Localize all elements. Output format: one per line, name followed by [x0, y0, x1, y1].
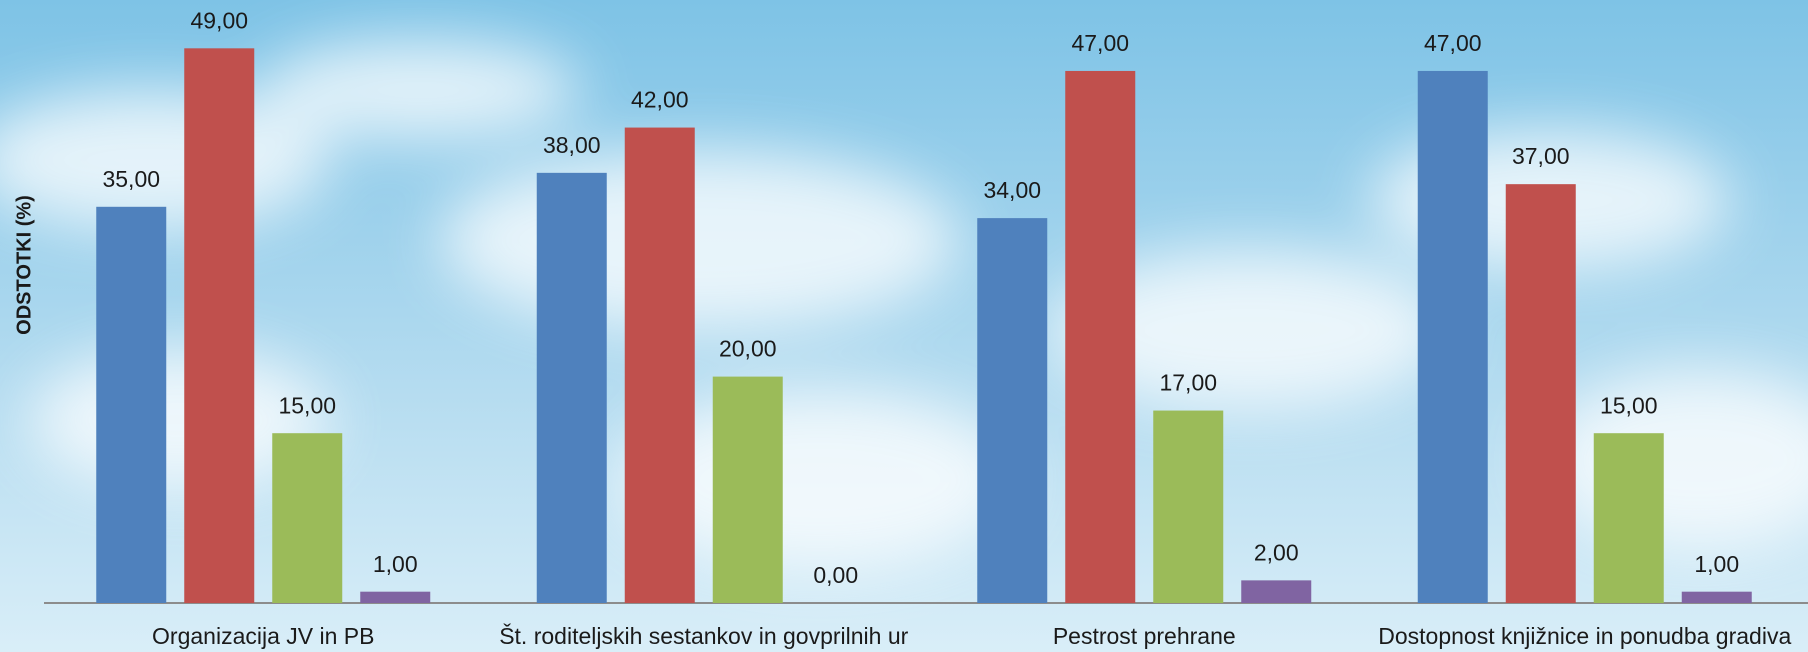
- bar: [1241, 580, 1312, 603]
- x-tick-label: Organizacija JV in PB: [152, 623, 374, 649]
- value-label: 47,00: [1071, 30, 1129, 56]
- value-label: 49,00: [190, 7, 248, 33]
- x-tick-label: Št. roditeljskih sestankov in govprilnih…: [499, 622, 908, 649]
- x-tick-label: Dostopnost knjižnice in ponudba gradiva: [1378, 623, 1791, 649]
- x-tick-label: Pestrost prehrane: [1053, 623, 1236, 649]
- value-label: 2,00: [1254, 539, 1299, 565]
- value-label: 15,00: [278, 392, 336, 418]
- value-label: 35,00: [102, 166, 160, 192]
- bar: [1505, 184, 1576, 603]
- value-label: 47,00: [1424, 30, 1482, 56]
- value-label: 15,00: [1600, 392, 1658, 418]
- value-label: 20,00: [719, 336, 777, 362]
- bar: [360, 591, 431, 603]
- bar: [1681, 591, 1752, 603]
- value-label: 1,00: [373, 551, 418, 577]
- bar: [184, 48, 255, 603]
- bar: [1153, 410, 1224, 603]
- value-label: 1,00: [1694, 551, 1739, 577]
- value-label: 42,00: [631, 87, 689, 113]
- y-axis-title: ODSTOTKI (%): [13, 195, 35, 335]
- bar: [1065, 70, 1136, 603]
- bar: [1417, 70, 1488, 603]
- value-label: 38,00: [543, 132, 601, 158]
- bar: [1593, 433, 1664, 603]
- bar: [272, 433, 343, 603]
- bar: [536, 172, 607, 603]
- bar: [96, 206, 167, 604]
- bar: [624, 127, 695, 603]
- value-label: 37,00: [1512, 143, 1570, 169]
- bar: [977, 218, 1048, 603]
- value-label: 0,00: [813, 562, 858, 588]
- value-label: 34,00: [983, 177, 1041, 203]
- bar: [712, 376, 783, 603]
- value-label: 17,00: [1159, 370, 1217, 396]
